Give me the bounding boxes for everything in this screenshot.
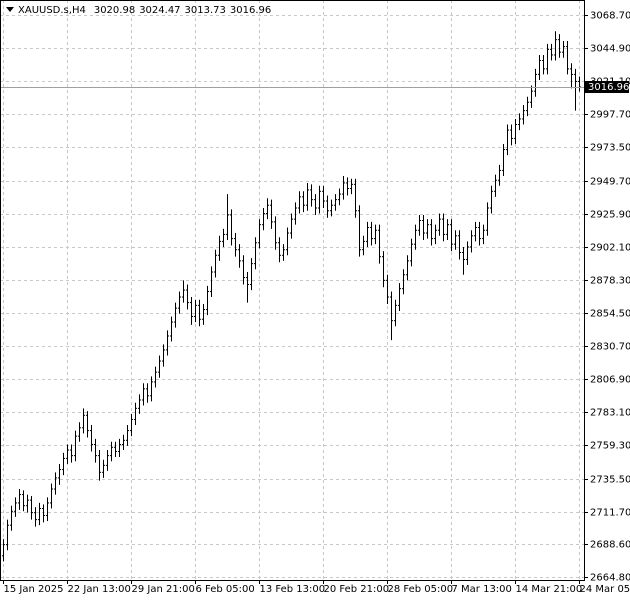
- y-tick-label: 2688.60: [590, 540, 630, 551]
- y-tick-label: 2878.30: [590, 276, 630, 287]
- y-tick-label: 3068.70: [590, 11, 630, 22]
- header: XAUUSD.s,H4 3020.98 3024.47 3013.73 3016…: [18, 5, 271, 16]
- x-tick-label: 7 Mar 13:00: [452, 584, 512, 595]
- menu-triangle: [6, 7, 14, 12]
- x-tick-label: 24 Mar 05:00: [580, 584, 630, 595]
- x-tick-label: 14 Mar 21:00: [516, 584, 583, 595]
- y-tick-label: 2759.30: [590, 441, 630, 452]
- y-tick-label: 2854.50: [590, 309, 630, 320]
- y-tick-label: 2735.50: [590, 475, 630, 486]
- ohlc-open: 3020.98: [94, 5, 135, 16]
- y-tick-label: 2664.80: [590, 573, 630, 584]
- y-tick-label: 3044.90: [590, 44, 630, 55]
- grid: [0, 0, 584, 580]
- y-tick-label: 2973.50: [590, 143, 630, 154]
- price-label: 3016.96: [588, 82, 629, 93]
- y-tick-label: 2806.90: [590, 375, 630, 386]
- ohlc-low: 3013.73: [185, 5, 226, 16]
- overlay: 2664.80 2688.60 2711.70 2735.50 2759.30 2783.…: [0, 11, 630, 595]
- y-tick-label: 2997.70: [590, 110, 630, 121]
- y-tick-label: 2783.10: [590, 408, 630, 419]
- x-tick-label: 6 Feb 05:00: [196, 584, 255, 595]
- x-tick-label: 28 Feb 05:00: [388, 584, 454, 595]
- y-tick-label: 2711.70: [590, 508, 630, 519]
- x-tick-label: 20 Feb 21:00: [324, 584, 390, 595]
- ohlc-high: 3024.47: [139, 5, 180, 16]
- plot-border: [0, 0, 585, 581]
- x-tick-label: 13 Feb 13:00: [260, 584, 326, 595]
- ohlc-close: 3016.96: [230, 5, 271, 16]
- y-tick-label: 2949.70: [590, 177, 630, 188]
- y-tick-label: 2925.90: [590, 210, 630, 221]
- bars: [2, 31, 581, 562]
- y-tick-label: 2830.70: [590, 342, 630, 353]
- x-tick-label: 22 Jan 13:00: [68, 584, 131, 595]
- x-tick-label: 29 Jan 21:00: [132, 584, 195, 595]
- chart-title: XAUUSD.s,H4: [18, 5, 86, 16]
- x-tick-label: 15 Jan 2025: [4, 584, 64, 595]
- price-label-box: [585, 81, 629, 94]
- y-tick-label: 2902.10: [590, 243, 630, 254]
